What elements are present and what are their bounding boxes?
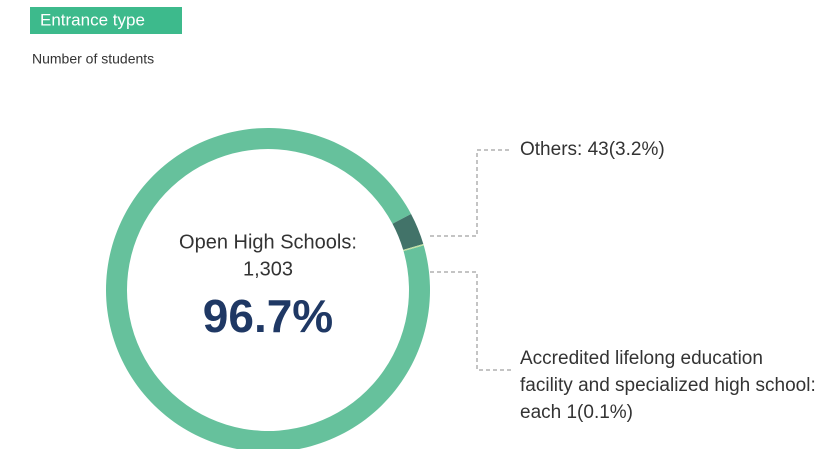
donut-segment	[106, 128, 430, 449]
donut-segment	[403, 244, 424, 252]
center-value: 1,303	[243, 258, 293, 280]
leader-line	[430, 149, 512, 237]
annotation: Others: 43(3.2%)	[520, 139, 665, 160]
leader-line	[430, 271, 512, 371]
donut-segment	[403, 243, 424, 251]
chart-subtitle: Number of students	[32, 51, 154, 67]
donut	[106, 128, 430, 449]
title-badge	[30, 7, 182, 34]
chart-title: Entrance type	[40, 10, 145, 29]
annotation: Accredited lifelong education facility a…	[520, 348, 816, 423]
center-percent: 96.7%	[203, 290, 333, 342]
donut-segment	[392, 213, 424, 250]
center-label: Open High Schools:	[179, 231, 357, 253]
